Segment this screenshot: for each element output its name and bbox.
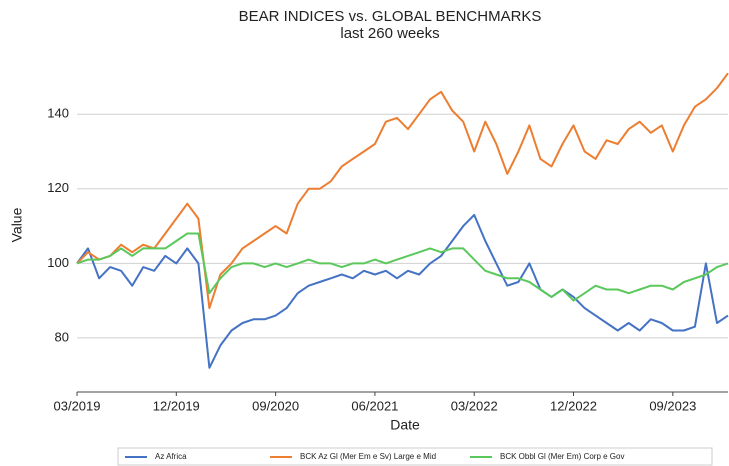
chart-title: BEAR INDICES vs. GLOBAL BENCHMARKS [239, 8, 542, 25]
x-tick-label: 09/2020 [252, 398, 299, 413]
y-tick-label: 80 [55, 329, 69, 344]
series-line [76, 72, 729, 310]
chart-subtitle: last 260 weeks [340, 25, 439, 42]
legend-label: BCK Az Gl (Mer Em e Sv) Large e Mid [300, 452, 436, 461]
series-line [76, 213, 729, 369]
y-tick-label: 140 [47, 106, 69, 121]
x-tick-label: 03/2022 [451, 398, 498, 413]
y-axis-label: Value [9, 207, 25, 242]
x-tick-label: 09/2023 [649, 398, 696, 413]
x-tick-label: 06/2021 [351, 398, 398, 413]
y-tick-label: 120 [47, 180, 69, 195]
legend-label: BCK Obbl Gl (Mer Em) Corp e Gov [500, 452, 624, 461]
legend-box [117, 447, 713, 466]
x-axis-label: Date [390, 417, 420, 433]
series-line [76, 232, 729, 302]
y-tick-label: 100 [47, 255, 69, 270]
x-tick-label: 12/2019 [153, 398, 200, 413]
legend-label: Az Africa [155, 452, 187, 461]
x-tick-label: 12/2022 [550, 398, 597, 413]
x-tick-label: 03/2019 [54, 398, 101, 413]
